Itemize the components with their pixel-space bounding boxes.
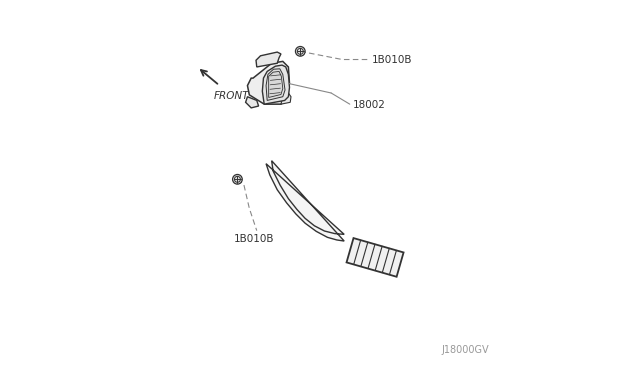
- Circle shape: [232, 174, 243, 184]
- Text: 1B010B: 1B010B: [371, 55, 412, 64]
- Polygon shape: [266, 161, 344, 241]
- Polygon shape: [256, 52, 281, 67]
- Polygon shape: [246, 97, 259, 108]
- Text: FRONT: FRONT: [214, 91, 250, 101]
- Polygon shape: [281, 93, 291, 104]
- Polygon shape: [248, 61, 289, 104]
- Text: J18000GV: J18000GV: [442, 345, 489, 355]
- Polygon shape: [346, 238, 404, 277]
- Circle shape: [296, 46, 305, 56]
- Text: 18002: 18002: [353, 100, 386, 110]
- Polygon shape: [269, 71, 283, 97]
- Text: 1B010B: 1B010B: [234, 234, 274, 244]
- Polygon shape: [266, 69, 285, 100]
- Polygon shape: [262, 65, 289, 104]
